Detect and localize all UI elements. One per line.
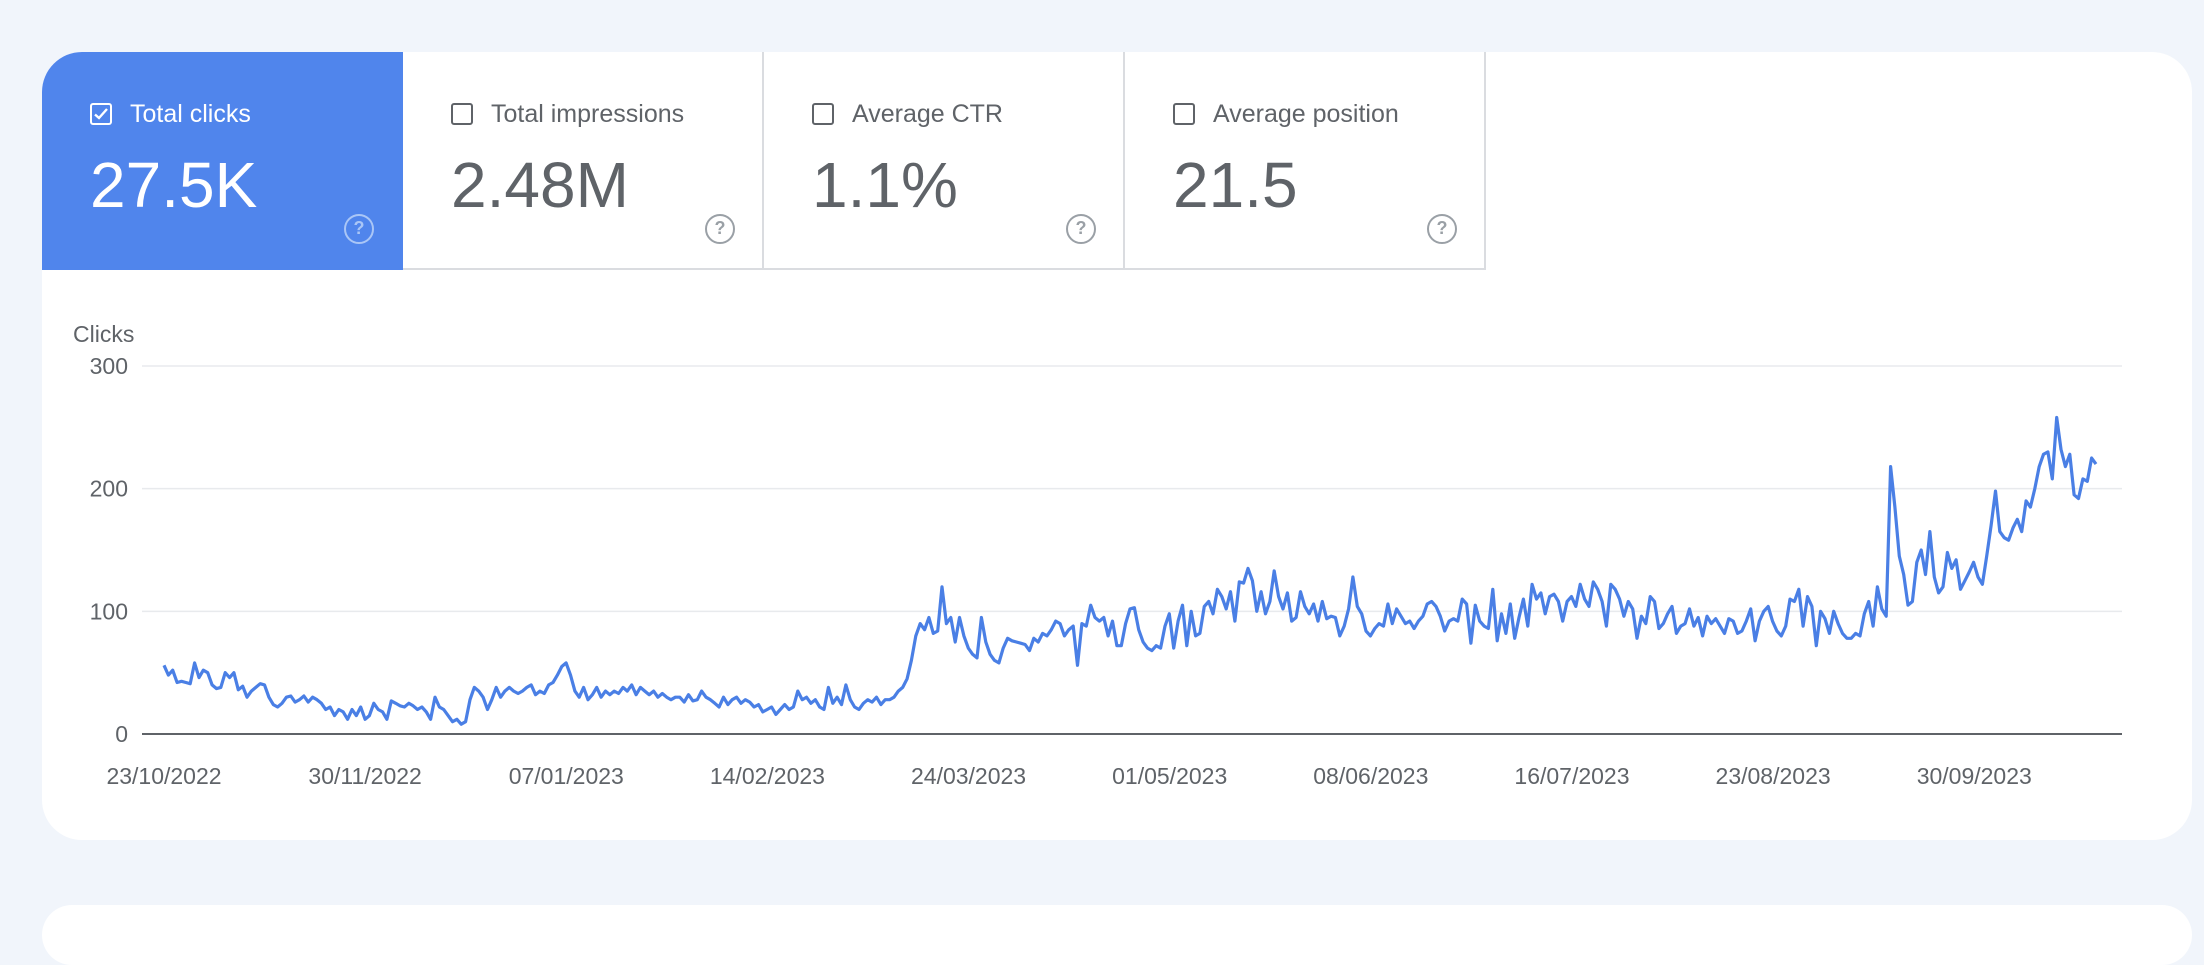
checkbox-unchecked-icon[interactable] — [1173, 103, 1195, 125]
metric-value: 27.5K — [90, 149, 258, 221]
series-line-clicks — [162, 415, 2098, 726]
x-tick-label: 30/09/2023 — [1917, 763, 2032, 789]
y-tick-label: 300 — [90, 353, 128, 379]
metric-tiles: Total clicks 27.5K ? Total impressions 2… — [42, 52, 1486, 270]
metric-label: Average CTR — [852, 100, 1003, 128]
y-tick-label: 0 — [115, 721, 128, 747]
checkbox-checked-icon[interactable] — [90, 103, 112, 125]
metric-label: Total clicks — [130, 100, 251, 128]
y-axis-title: Clicks — [73, 321, 134, 347]
x-tick-label: 24/03/2023 — [911, 763, 1026, 789]
clicks-chart: Clicks 0 100 200 300 23/10/2022 30/11/2022 07… — [73, 321, 2122, 789]
x-tick-label: 14/02/2023 — [710, 763, 825, 789]
performance-card: Clicks 0 100 200 300 23/10/2022 30/11/2022 07… — [42, 52, 2192, 840]
metric-tile-total-clicks[interactable]: Total clicks 27.5K ? — [42, 52, 403, 270]
checkbox-unchecked-icon[interactable] — [451, 103, 473, 125]
metric-label: Average position — [1213, 100, 1399, 128]
x-tick-label: 16/07/2023 — [1514, 763, 1629, 789]
help-icon[interactable]: ? — [705, 214, 735, 244]
x-tick-label: 08/06/2023 — [1313, 763, 1428, 789]
metric-value: 21.5 — [1173, 149, 1298, 221]
metric-value: 1.1% — [812, 149, 958, 221]
metric-label: Total impressions — [491, 100, 685, 128]
help-icon[interactable]: ? — [1066, 214, 1096, 244]
help-icon[interactable]: ? — [344, 214, 374, 244]
metric-tile-total-impressions[interactable]: Total impressions 2.48M ? — [403, 52, 764, 270]
checkbox-unchecked-icon[interactable] — [812, 103, 834, 125]
x-tick-label: 23/08/2023 — [1716, 763, 1831, 789]
metric-value: 2.48M — [451, 149, 629, 221]
metric-tile-average-ctr[interactable]: Average CTR 1.1% ? — [764, 52, 1125, 270]
y-tick-label: 200 — [90, 476, 128, 502]
x-tick-label: 07/01/2023 — [509, 763, 624, 789]
x-tick-label: 01/05/2023 — [1112, 763, 1227, 789]
secondary-card — [42, 905, 2192, 965]
x-tick-label: 23/10/2022 — [106, 763, 221, 789]
x-tick-label: 30/11/2022 — [308, 763, 421, 789]
y-tick-label: 100 — [90, 598, 128, 624]
metric-tile-average-position[interactable]: Average position 21.5 ? — [1125, 52, 1486, 270]
help-icon[interactable]: ? — [1427, 214, 1457, 244]
